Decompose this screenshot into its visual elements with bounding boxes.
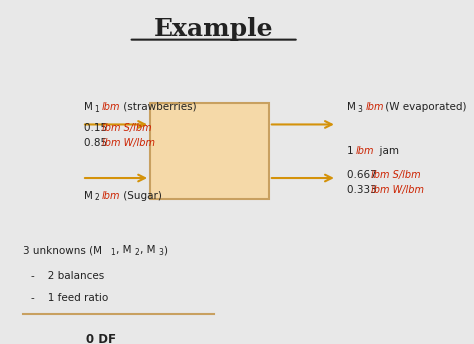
Text: 1: 1	[110, 248, 115, 257]
Text: , M: , M	[116, 245, 131, 255]
Text: jam: jam	[373, 146, 399, 156]
Text: lbm W/lbm: lbm W/lbm	[371, 185, 424, 195]
Text: M: M	[84, 102, 93, 112]
Text: lbm: lbm	[102, 191, 120, 201]
Text: M: M	[84, 191, 93, 201]
Text: -    2 balances: - 2 balances	[31, 271, 104, 281]
Text: lbm W/lbm: lbm W/lbm	[102, 138, 155, 148]
Text: Example: Example	[154, 17, 273, 41]
Text: 1: 1	[94, 105, 99, 114]
Text: (W evaporated): (W evaporated)	[382, 102, 467, 112]
Text: , M: , M	[140, 245, 155, 255]
Text: lbm S/lbm: lbm S/lbm	[371, 170, 421, 180]
Text: M: M	[347, 102, 356, 112]
Text: 3: 3	[357, 105, 363, 114]
Text: 0.667: 0.667	[347, 170, 381, 180]
Text: lbm S/lbm: lbm S/lbm	[102, 123, 152, 133]
Text: ): )	[164, 245, 168, 255]
Text: (strawberries): (strawberries)	[120, 102, 196, 112]
Text: (Sugar): (Sugar)	[120, 191, 162, 201]
Text: -    1 feed ratio: - 1 feed ratio	[31, 293, 109, 303]
Text: 0.15: 0.15	[84, 123, 110, 133]
Text: 2: 2	[134, 248, 139, 257]
Text: lbm: lbm	[365, 102, 384, 112]
Text: 2: 2	[94, 193, 99, 202]
Text: 3 unknowns (M: 3 unknowns (M	[23, 245, 101, 255]
Text: 0 DF: 0 DF	[86, 333, 116, 344]
Text: 0.333: 0.333	[347, 185, 381, 195]
FancyBboxPatch shape	[150, 104, 269, 199]
Text: lbm: lbm	[102, 102, 120, 112]
Text: 0.85: 0.85	[84, 138, 110, 148]
Text: lbm: lbm	[356, 146, 374, 156]
Text: 1: 1	[347, 146, 357, 156]
Text: 3: 3	[158, 248, 163, 257]
